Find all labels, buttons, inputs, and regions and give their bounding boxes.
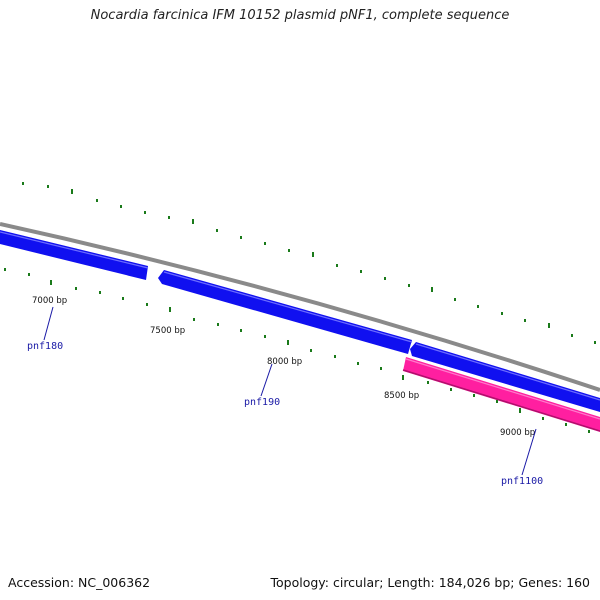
gene-arrow-pnf190 [158,270,412,354]
outer-tick-row-1 [22,182,596,344]
gene-label-pnf1100[interactable]: pnf1100 [501,476,543,487]
gene-label-pnf180[interactable]: pnf180 [27,341,63,352]
reverse-genes [402,357,600,432]
gene-arrow-pnf180-a [0,230,148,280]
bp-label: 8500 bp [384,391,419,401]
map-title: Nocardia farcinica IFM 10152 plasmid pNF… [90,8,510,23]
inner-tick-row [4,268,590,433]
bp-label: 9000 bp [500,428,535,438]
leader-line-pnf180 [43,306,54,341]
outer-tick-rows [22,182,596,344]
bp-label: 7000 bp [32,296,67,306]
summary-text: Topology: circular; Length: 184,026 bp; … [270,575,591,590]
gene-arrow-pnf1100 [403,357,600,432]
gene-label-pnf190[interactable]: pnf190 [244,397,280,408]
accession-text: Accession: NC_006362 [8,575,151,590]
bp-label: 7500 bp [150,326,185,336]
backbone-line [0,222,600,392]
leader-line-pnf1100 [521,428,537,476]
leader-line-pnf190 [260,363,273,397]
forward-genes [0,230,600,412]
gene-arrow-pnf1100-fwd [410,342,600,412]
gene-label-lines [43,306,537,476]
bp-label: 8000 bp [267,357,302,367]
bp-labels: 7000 bp 7500 bp 8000 bp 8500 bp 9000 bp [32,296,535,438]
gene-labels: pnf180 pnf190 pnf1100 [27,341,543,487]
